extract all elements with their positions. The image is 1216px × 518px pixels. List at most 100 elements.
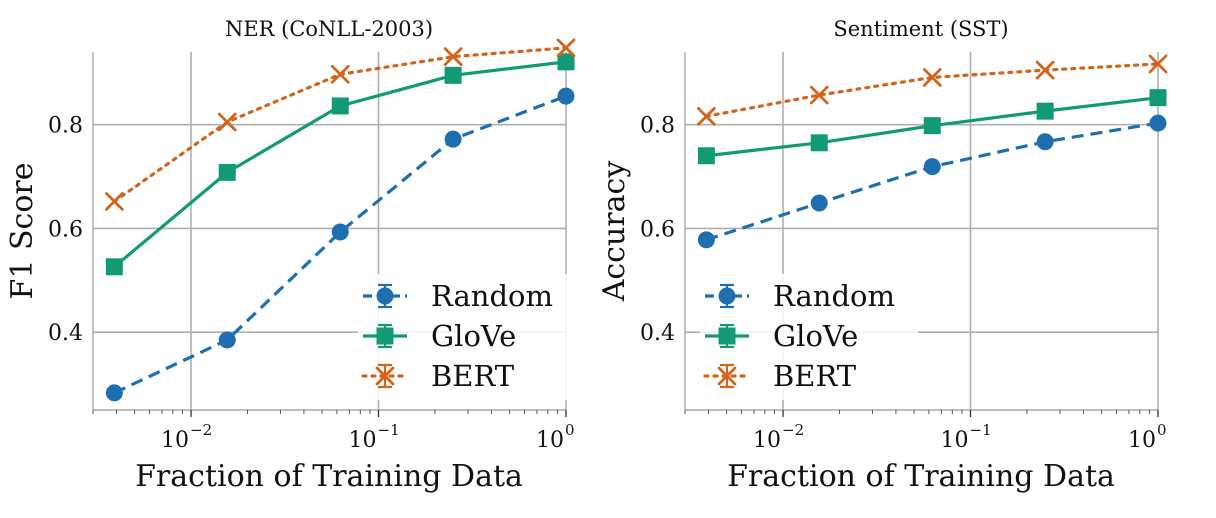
x-tick-exponent: 0 [1157,421,1167,439]
series-line [705,121,1159,242]
legend-entry-random: Random [363,279,553,313]
legend-marker [717,366,737,386]
data-point [1149,89,1167,107]
data-point [218,331,236,349]
data-point [556,38,576,58]
x-tick-label: 10 −1 [349,421,400,453]
marker-stroke [809,85,829,105]
data-point [104,192,124,211]
x-axis-label: Fraction of Training Data [135,459,523,494]
legend-entry-glove: GloVe [363,319,516,353]
data-point [557,53,575,71]
marker-stroke [1035,60,1055,80]
data-point [557,87,575,105]
chart-title: Sentiment (SST) [833,17,1008,41]
x-tick-label: 10 0 [1128,421,1167,453]
x-tick-label: 10 0 [536,421,575,453]
marker-stroke [556,38,576,58]
series-line [113,94,567,395]
x-tick-label: 10 −1 [941,421,992,453]
legend-entry-bert: BERT [361,359,515,393]
data-point [1035,60,1055,80]
y-tick-label: 0.4 [48,321,83,346]
series-glove [697,89,1167,165]
x-tick-base: 10 [161,428,189,453]
data-point [1148,54,1168,74]
data-point [330,64,350,84]
legend: Random GloVe BERT [700,274,918,400]
data-point [697,147,715,165]
legend-marker [376,327,394,345]
x-tick-base: 10 [753,428,781,453]
x-tick-base: 10 [536,428,564,453]
y-axis-label: Accuracy [597,161,632,303]
data-point [443,47,463,67]
data-point [218,163,236,181]
data-point [105,384,123,402]
data-point [105,258,123,276]
legend-marker [376,287,394,305]
data-point [1036,102,1054,120]
legend-label: Random [773,279,895,313]
x-tick-label: 10 −2 [753,421,804,453]
marker-stroke [443,47,463,67]
chart-title: NER (CoNLL-2003) [225,17,433,41]
x-tick-base: 10 [1128,428,1156,453]
y-tick-label: 0.4 [640,321,675,346]
marker-stroke [922,68,942,87]
data-point [697,231,715,249]
legend-entry-glove: GloVe [705,319,858,353]
series-random [697,114,1167,249]
legend-entry-random: Random [705,279,895,313]
legend: Random GloVe BERT [358,274,576,400]
x-tick-exponent: −1 [970,421,992,439]
y-tick-label: 0.8 [48,114,83,139]
data-point [922,68,942,87]
y-tick-label: 0.6 [48,217,83,242]
x-tick-label: 10 −2 [161,421,212,453]
data-point [444,130,462,148]
data-point [217,112,237,132]
x-tick-exponent: −2 [782,421,804,439]
series-random [105,87,575,402]
data-point [923,158,941,176]
marker-stroke [104,192,124,211]
y-tick-label: 0.8 [640,114,675,139]
y-axis-label: F1 Score [5,163,40,300]
legend-label: BERT [431,359,515,393]
x-tick-exponent: −1 [378,421,400,439]
data-point [331,223,349,241]
legend-marker [718,327,736,345]
series-glove [105,53,575,276]
legend-entry-bert: BERT [703,359,857,393]
data-point [923,117,941,135]
data-point [696,106,716,126]
marker-stroke [1148,54,1168,74]
marker-stroke [696,106,716,126]
marker-stroke [717,366,737,386]
data-point [809,85,829,105]
legend-marker [718,287,736,305]
data-point [1036,133,1054,151]
legend-label: BERT [773,359,857,393]
x-tick-base: 10 [349,428,377,453]
marker-stroke [330,64,350,84]
data-point [331,97,349,115]
x-tick-exponent: 0 [565,421,575,439]
legend-marker [375,366,395,386]
series-line [704,62,1160,118]
data-point [444,66,462,84]
data-point [810,134,828,152]
legend-label: GloVe [431,319,516,353]
x-tick-base: 10 [941,428,969,453]
series-bert [696,54,1168,126]
series-bert [104,38,576,211]
x-tick-exponent: −2 [190,421,212,439]
marker-stroke [375,366,395,386]
x-axis-label: Fraction of Training Data [727,459,1115,494]
legend-label: Random [431,279,553,313]
